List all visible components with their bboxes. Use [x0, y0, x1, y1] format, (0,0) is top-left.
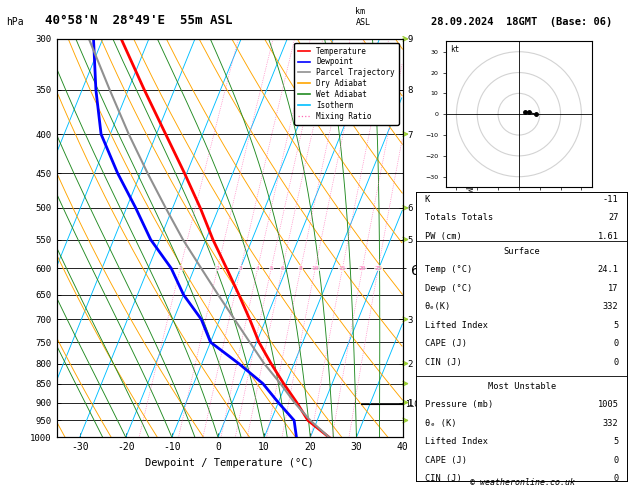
- Text: kt: kt: [450, 45, 459, 54]
- Text: 8: 8: [299, 266, 303, 271]
- Text: 1005: 1005: [598, 400, 619, 409]
- Text: CAPE (J): CAPE (J): [425, 456, 467, 465]
- Text: -11: -11: [603, 195, 619, 204]
- Text: 15: 15: [339, 266, 346, 271]
- Text: PW (cm): PW (cm): [425, 232, 462, 241]
- Text: 5: 5: [269, 266, 273, 271]
- Text: 5: 5: [613, 437, 619, 446]
- Text: 10: 10: [311, 266, 319, 271]
- Text: 332: 332: [603, 302, 619, 311]
- Text: 6: 6: [281, 266, 284, 271]
- Text: Totals Totals: Totals Totals: [425, 213, 493, 223]
- Text: Most Unstable: Most Unstable: [487, 382, 556, 391]
- Text: K: K: [425, 195, 430, 204]
- Text: CIN (J): CIN (J): [425, 474, 462, 483]
- Text: 5: 5: [613, 321, 619, 330]
- Text: 27: 27: [608, 213, 619, 223]
- Text: 1: 1: [179, 266, 182, 271]
- Text: Temp (°C): Temp (°C): [425, 265, 472, 274]
- Text: θₑ (K): θₑ (K): [425, 419, 456, 428]
- Text: Dewp (°C): Dewp (°C): [425, 284, 472, 293]
- Text: km
ASL: km ASL: [355, 7, 370, 27]
- Text: CIN (J): CIN (J): [425, 358, 462, 367]
- Text: CAPE (J): CAPE (J): [425, 339, 467, 348]
- Text: 28.09.2024  18GMT  (Base: 06): 28.09.2024 18GMT (Base: 06): [431, 17, 613, 27]
- Text: © weatheronline.co.uk: © weatheronline.co.uk: [470, 478, 574, 486]
- Text: 0: 0: [613, 456, 619, 465]
- Text: 20: 20: [359, 266, 366, 271]
- Text: 1LCL: 1LCL: [405, 400, 423, 409]
- Legend: Temperature, Dewpoint, Parcel Trajectory, Dry Adiabat, Wet Adiabat, Isotherm, Mi: Temperature, Dewpoint, Parcel Trajectory…: [294, 43, 399, 125]
- Text: Pressure (mb): Pressure (mb): [425, 400, 493, 409]
- Text: 1.61: 1.61: [598, 232, 619, 241]
- Text: 2: 2: [216, 266, 220, 271]
- Text: Lifted Index: Lifted Index: [425, 321, 488, 330]
- Text: 4: 4: [256, 266, 260, 271]
- Text: 25: 25: [374, 266, 382, 271]
- Text: 332: 332: [603, 419, 619, 428]
- Text: Surface: Surface: [503, 247, 540, 256]
- Text: 40°58'N  28°49'E  55m ASL: 40°58'N 28°49'E 55m ASL: [45, 14, 232, 27]
- Text: 3: 3: [239, 266, 243, 271]
- Text: 0: 0: [613, 339, 619, 348]
- Text: 0: 0: [613, 358, 619, 367]
- Text: 0: 0: [613, 474, 619, 483]
- Y-axis label: Mixing Ratio (g/kg): Mixing Ratio (g/kg): [463, 187, 472, 289]
- X-axis label: Dewpoint / Temperature (°C): Dewpoint / Temperature (°C): [145, 458, 314, 468]
- Text: Lifted Index: Lifted Index: [425, 437, 488, 446]
- Text: 24.1: 24.1: [598, 265, 619, 274]
- Text: hPa: hPa: [6, 17, 24, 27]
- Text: 17: 17: [608, 284, 619, 293]
- Text: θₑ(K): θₑ(K): [425, 302, 451, 311]
